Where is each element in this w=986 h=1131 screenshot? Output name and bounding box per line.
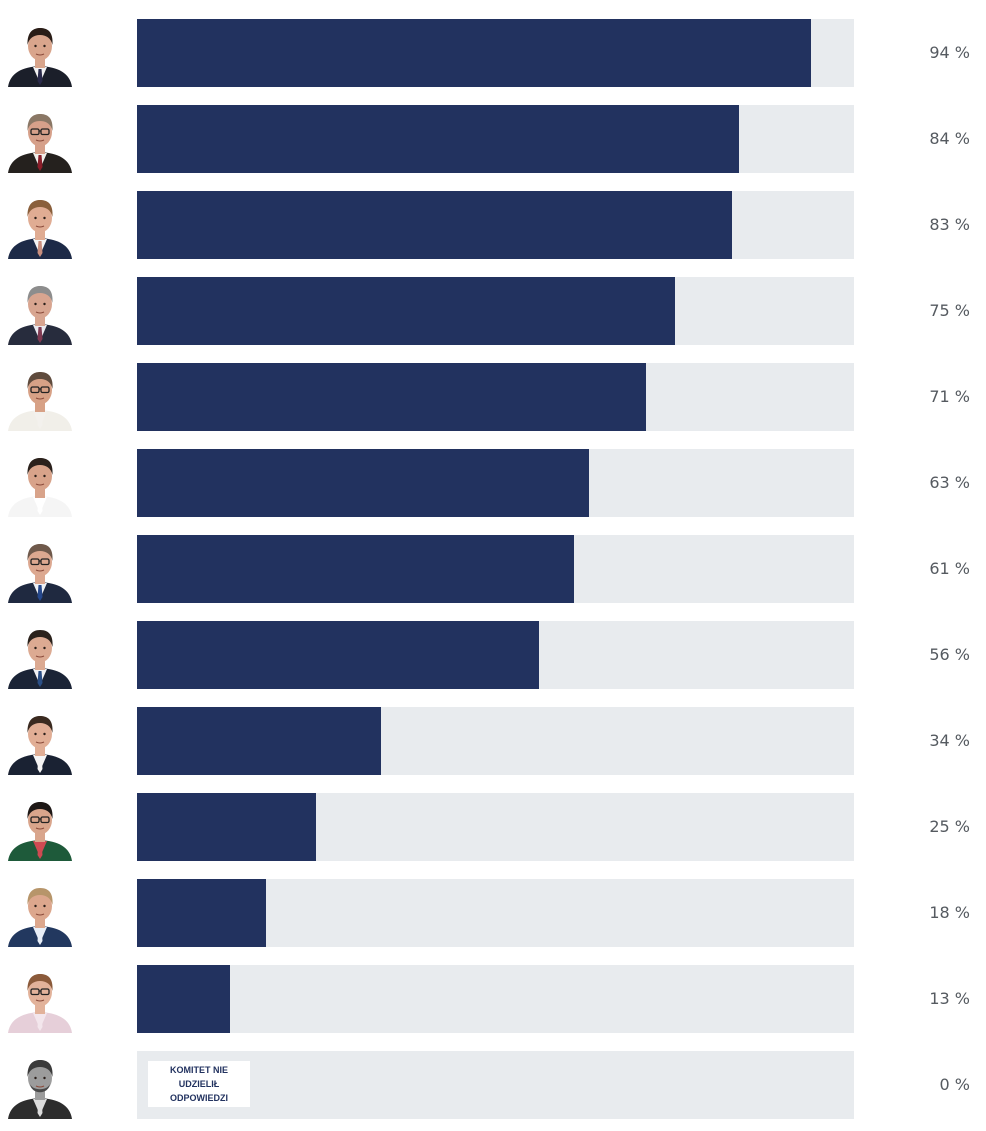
chart-row: 56 %	[0, 621, 986, 689]
bar-track	[137, 535, 854, 603]
bar-track	[137, 19, 854, 87]
chart-row: 71 %	[0, 363, 986, 431]
bar-track	[137, 277, 854, 345]
bar-track	[137, 363, 854, 431]
bar-value-label: 13 %	[929, 989, 970, 1008]
bar-value-label: 94 %	[929, 43, 970, 62]
candidate-portrait-icon	[6, 707, 74, 775]
bar-value-label: 25 %	[929, 817, 970, 836]
candidate-portrait-icon	[6, 19, 74, 87]
bar-fill	[137, 277, 675, 345]
candidate-portrait-icon	[6, 449, 74, 517]
bar-fill	[137, 19, 811, 87]
candidate-portrait-icon	[6, 879, 74, 947]
bar-track: KOMITET NIE UDZIELIŁ ODPOWIEDZI	[137, 1051, 854, 1119]
candidate-portrait-icon	[6, 191, 74, 259]
bar-track	[137, 707, 854, 775]
bar-fill	[137, 621, 539, 689]
bar-value-label: 18 %	[929, 903, 970, 922]
bar-value-label: 34 %	[929, 731, 970, 750]
bar-track	[137, 105, 854, 173]
candidate-portrait-icon	[6, 535, 74, 603]
chart-row: 63 %	[0, 449, 986, 517]
candidate-portrait-icon	[6, 277, 74, 345]
chart-row: 83 %	[0, 191, 986, 259]
candidate-portrait-icon	[6, 105, 74, 173]
chart-row: 25 %	[0, 793, 986, 861]
bar-fill	[137, 879, 266, 947]
bar-value-label: 61 %	[929, 559, 970, 578]
bar-value-label: 0 %	[939, 1075, 970, 1094]
bar-value-label: 84 %	[929, 129, 970, 148]
no-response-note: KOMITET NIE UDZIELIŁ ODPOWIEDZI	[148, 1061, 250, 1107]
bar-fill	[137, 105, 739, 173]
bar-track	[137, 879, 854, 947]
bar-fill	[137, 793, 316, 861]
chart-row: 13 %	[0, 965, 986, 1033]
bar-fill	[137, 707, 381, 775]
chart-row: KOMITET NIE UDZIELIŁ ODPOWIEDZI 0 %	[0, 1051, 986, 1119]
chart-row: 75 %	[0, 277, 986, 345]
bar-value-label: 71 %	[929, 387, 970, 406]
bar-value-label: 83 %	[929, 215, 970, 234]
bar-track	[137, 793, 854, 861]
bar-value-label: 63 %	[929, 473, 970, 492]
candidate-portrait-icon	[6, 621, 74, 689]
bar-fill	[137, 535, 574, 603]
candidate-portrait-icon	[6, 363, 74, 431]
chart-row: 61 %	[0, 535, 986, 603]
bar-track	[137, 621, 854, 689]
bar-fill	[137, 965, 230, 1033]
bar-value-label: 75 %	[929, 301, 970, 320]
bar-fill	[137, 191, 732, 259]
bar-fill	[137, 363, 646, 431]
candidate-portrait-icon	[6, 965, 74, 1033]
chart-row: 94 %	[0, 19, 986, 87]
chart-row: 34 %	[0, 707, 986, 775]
bar-value-label: 56 %	[929, 645, 970, 664]
chart-row: 84 %	[0, 105, 986, 173]
chart-row: 18 %	[0, 879, 986, 947]
bar-track	[137, 965, 854, 1033]
bar-fill	[137, 449, 589, 517]
bar-track	[137, 449, 854, 517]
candidate-portrait-icon	[6, 1051, 74, 1119]
candidate-portrait-icon	[6, 793, 74, 861]
bar-track	[137, 191, 854, 259]
